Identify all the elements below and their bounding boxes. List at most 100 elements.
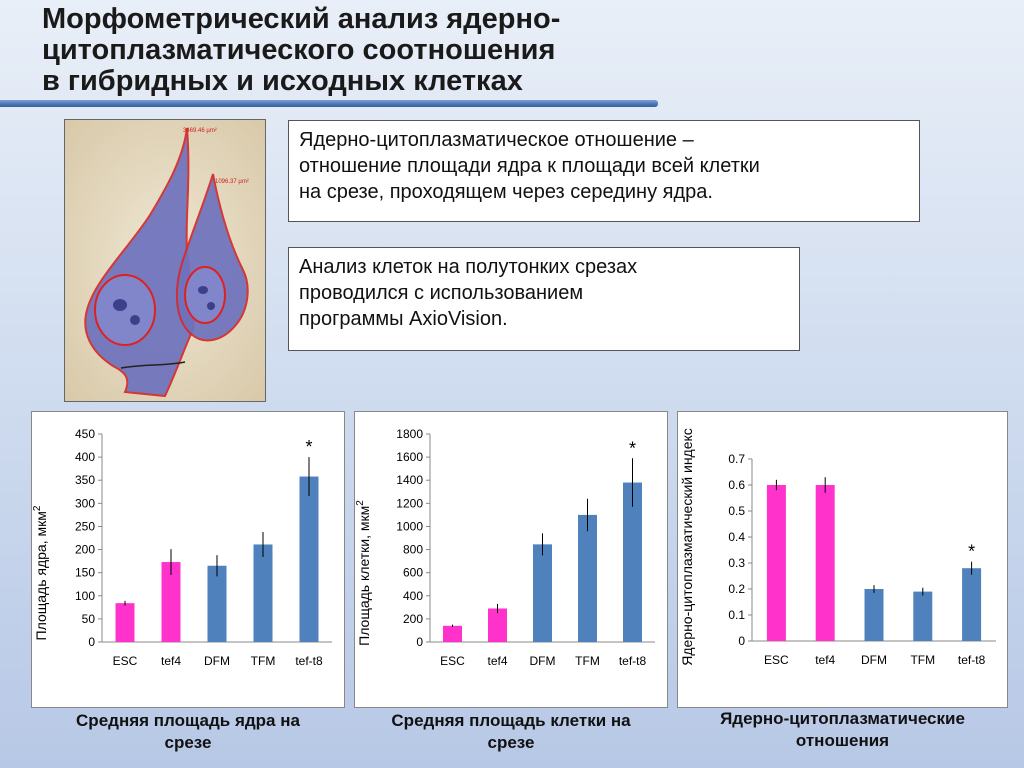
y-tick-label: 250 [75,519,95,533]
y-axis-label: Площадь клетки, мкм2 [355,500,372,646]
bar-tef-t8 [623,482,642,642]
y-axis-label-superscript: 2 [32,505,43,511]
y-tick-label: 200 [403,612,423,626]
y-tick-label: 1000 [396,519,423,533]
y-tick-label: 0.5 [728,504,745,518]
y-tick-label: 1200 [396,496,423,510]
caption-line: Средняя площадь ядра на [76,711,300,730]
bar-TFM [913,591,933,641]
x-tick-label: DFM [861,653,887,667]
y-tick-label: 0.7 [728,452,745,466]
caption-line: Средняя площадь клетки на [391,711,631,730]
bar-DFM [533,544,552,642]
nucleus-outline [94,274,156,346]
y-tick-label: 0.6 [728,478,745,492]
y-tick-label: 0 [738,634,745,648]
method-line: Анализ клеток на полутонких срезах [299,256,638,278]
bar-tef4 [488,608,507,642]
y-tick-label: 400 [403,589,423,603]
bar-TFM [253,544,273,642]
x-tick-label: TFM [251,654,276,668]
caption-line: отношения [795,731,890,750]
nucleus-area-chart: 0 50 100 150 200 250 300 350 400 450 ESC tef4 DFM TFM… [31,411,345,708]
y-axis-label: Ядерно-цитоплазматический индекс [679,428,695,666]
nc-ratio-caption: Ядерно-цитоплазматические отношения [677,708,1008,752]
definition-line: отношение площади ядра к площади всей кл… [299,155,760,177]
y-axis-label-superscript: 2 [355,500,366,506]
x-tick-label: DFM [204,654,230,668]
caption-line: срезе [487,733,535,752]
x-tick-label: tef4 [487,654,507,668]
x-tick-label: ESC [764,653,789,667]
y-tick-label: 450 [75,427,95,441]
x-tick-label: tef4 [161,654,181,668]
bar-DFM [864,589,884,641]
y-tick-label: 100 [75,589,95,603]
significance-marker: * [629,438,636,458]
y-tick-label: 0 [88,635,95,649]
y-tick-label: 0.4 [728,530,745,544]
bar-tef-t8 [299,476,319,642]
bar-tef-t8 [962,568,982,641]
nc-ratio-chart-svg: 0 0.1 0.2 0.3 0.4 0.5 0.6 0.7 ESC tef4 DFM TFM tef-t… [679,428,996,667]
y-tick-label: 0.3 [728,556,745,570]
bar-DFM [207,565,227,642]
nucleus-area-caption: Средняя площадь ядра на срезе [31,710,345,754]
significance-marker: * [305,437,312,457]
method-line: программы AxioVision. [299,308,508,330]
x-tick-label: TFM [575,654,600,668]
bar-tef4 [815,485,835,641]
definition-box: Ядерно-цитоплазматическое отношение – от… [288,120,920,222]
cell-area-caption: Средняя площадь клетки на срезе [354,710,668,754]
definition-line: Ядерно-цитоплазматическое отношение – [299,129,694,151]
caption-line: Ядерно-цитоплазматические [720,709,965,728]
y-axis-label: Площадь ядра, мкм2 [32,505,49,640]
x-tick-label: ESC [113,654,138,668]
cell-area-chart-svg: 0 200 400 600 800 1000 1200 1400 1600 1800 ESC tef4… [355,427,655,668]
x-tick-label: tef-t8 [295,654,323,668]
y-tick-label: 0.2 [728,582,745,596]
significance-marker: * [968,542,975,562]
nucleus-outline [184,266,226,324]
title-line: в гибридных и исходных клетках [42,65,523,97]
slide-title: Морфометрический анализ ядерно- цитоплаз… [42,4,742,97]
y-tick-label: 50 [82,612,96,626]
y-tick-label: 800 [403,543,423,557]
x-tick-label: tef-t8 [619,654,647,668]
y-tick-label: 150 [75,566,95,580]
y-tick-label: 1400 [396,473,423,487]
y-tick-label: 400 [75,450,95,464]
x-tick-label: ESC [440,654,465,668]
bar-ESC [766,485,786,641]
method-box: Анализ клеток на полутонких срезах прово… [288,247,800,351]
y-tick-label: 350 [75,473,95,487]
title-line: цитоплазматического соотношения [42,34,556,66]
bar-ESC [443,625,462,642]
x-tick-label: TFM [910,653,935,667]
y-tick-label: 0 [416,635,423,649]
bar-ESC [115,603,135,642]
y-tick-label: 0.1 [728,608,745,622]
y-tick-label: 600 [403,566,423,580]
nucleus-area-chart-svg: 0 50 100 150 200 250 300 350 400 450 ESC tef4 DFM TFM… [32,427,332,668]
title-line: Морфометрический анализ ядерно- [42,3,561,35]
nc-ratio-chart: 0 0.1 0.2 0.3 0.4 0.5 0.6 0.7 ESC tef4 DFM TFM tef-t… [677,411,1008,708]
caption-line: срезе [164,733,212,752]
definition-line: на срезе, проходящем через середину ядра… [299,181,713,203]
method-line: проводился с использованием [299,282,584,304]
cell-micrograph: 3469.46 µm² 1096.37 µm² [64,119,266,402]
cell-area-chart: 0 200 400 600 800 1000 1200 1400 1600 1800 ESC tef4… [354,411,668,708]
measurement-label: 1096.37 µm² [215,179,249,185]
measurement-label: 3469.46 µm² [183,128,217,134]
bar-tef4 [161,562,181,642]
x-tick-label: DFM [530,654,556,668]
x-tick-label: tef4 [815,653,835,667]
y-tick-label: 300 [75,496,95,510]
y-tick-label: 1600 [396,450,423,464]
y-tick-label: 1800 [396,427,423,441]
title-underline [0,100,658,107]
x-tick-label: tef-t8 [958,653,986,667]
micrograph-drawing: 3469.46 µm² 1096.37 µm² [65,120,265,401]
bar-TFM [578,514,597,642]
y-tick-label: 200 [75,543,95,557]
